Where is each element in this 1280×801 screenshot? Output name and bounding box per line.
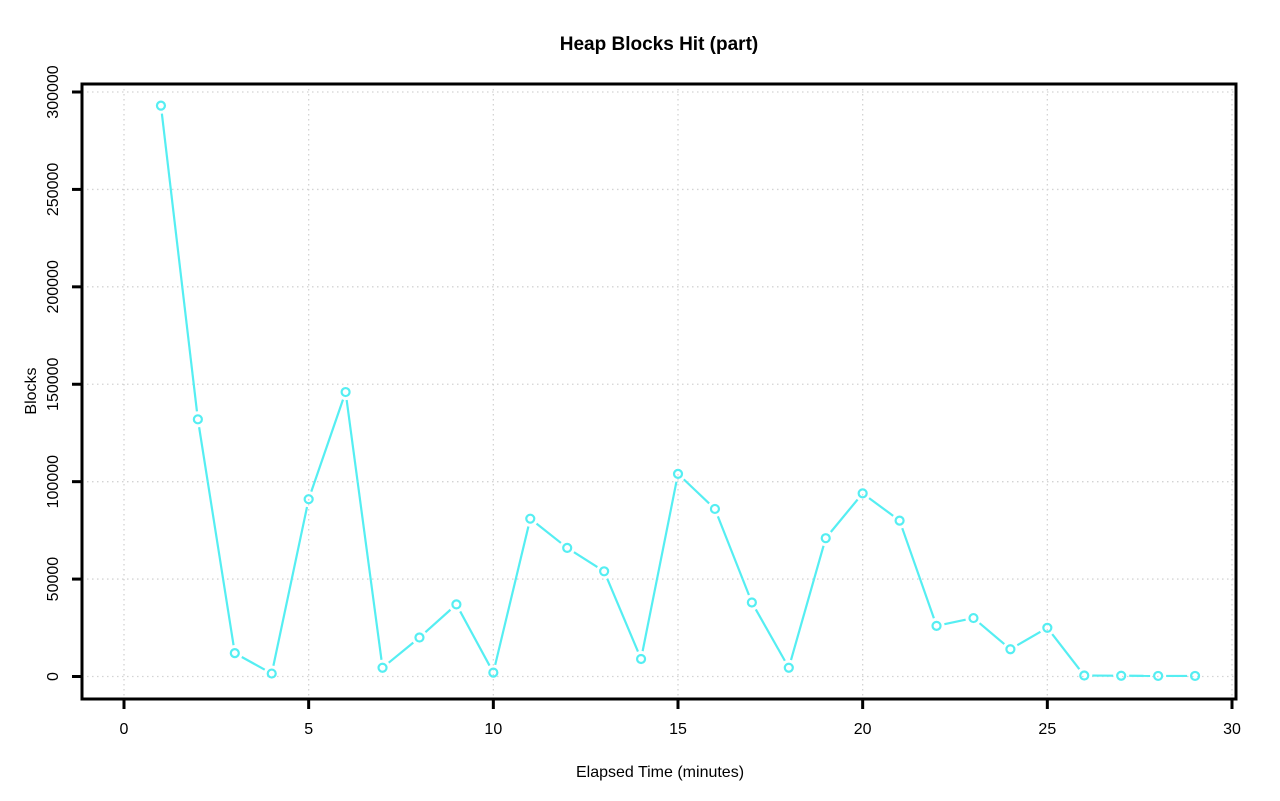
data-point-marker [303,494,314,505]
data-point-marker [783,662,794,673]
data-point-marker [1189,670,1201,682]
line-segment [829,498,859,533]
line-segment [345,399,383,660]
line-segment [198,427,235,646]
line-segment [310,399,345,492]
line-segment [1051,633,1081,670]
gridlines [82,84,1236,699]
x-tick-label: 15 [669,721,687,738]
x-tick-label: 0 [120,721,129,738]
line-segment [160,113,199,412]
x-tick-label: 20 [854,721,872,738]
data-series [155,100,1201,682]
data-point-marker [1153,670,1164,682]
data-point-marker [635,653,647,665]
line-segment [494,526,530,666]
data-point-marker [857,488,868,499]
data-point-marker [968,612,979,624]
data-point-marker [894,515,905,526]
x-tick-label: 30 [1223,721,1241,738]
y-tick-label: 300000 [45,65,62,118]
data-point-marker [599,566,610,577]
line-segment [716,515,750,596]
line-segment [901,527,935,619]
data-point-marker [525,513,536,524]
data-point-marker [488,667,499,678]
data-point-marker [1116,670,1127,681]
data-point-marker [414,632,425,643]
line-segment [573,551,598,568]
line-segment [388,641,414,664]
line-segment [424,608,452,634]
line-segment [459,610,491,667]
line-segment [754,608,786,662]
chart-title: Heap Blocks Hit (part) [560,34,758,55]
data-point-marker [377,662,388,673]
data-point-marker [562,542,573,554]
y-tick-label: 100000 [45,455,62,508]
x-tick-label: 5 [304,721,313,738]
axes-ticks: 0 5 10 15 20 25 30 0 50000 100000 150000 200000 2500… [45,65,1241,738]
data-point-marker [192,414,203,425]
y-tick-label: 0 [45,672,62,681]
data-point-marker [1005,644,1016,655]
y-axis-title: Blocks [23,367,40,414]
data-point-marker [1079,670,1090,681]
line-segment [535,522,562,544]
data-point-marker [1042,622,1053,633]
data-point-marker [266,668,277,679]
y-tick-label: 50000 [45,557,62,602]
data-point-marker [229,648,240,659]
data-point-marker [931,620,942,631]
line-segment [641,481,678,652]
y-tick-label: 200000 [45,260,62,313]
line-segment [241,656,266,671]
line-segment [272,506,309,666]
line-segment [1016,630,1041,647]
data-point-marker [746,597,757,608]
x-tick-label: 25 [1038,721,1056,738]
data-point-marker [451,599,462,610]
line-segment [978,622,1005,645]
data-point-marker [340,386,351,398]
data-point-marker [672,468,684,479]
line-segment [683,478,710,505]
y-tick-label: 150000 [45,357,62,410]
line-segment [789,545,825,661]
plot-frame [80,82,1238,701]
line-segment [868,497,894,517]
line-segment [606,578,639,653]
data-point-marker [820,533,831,544]
data-point-marker [709,503,721,515]
y-tick-label: 250000 [45,163,62,216]
line-segment [944,618,966,626]
x-axis-title: Elapsed Time (minutes) [576,764,744,781]
data-point-marker [155,100,167,111]
x-tick-label: 10 [484,721,502,738]
